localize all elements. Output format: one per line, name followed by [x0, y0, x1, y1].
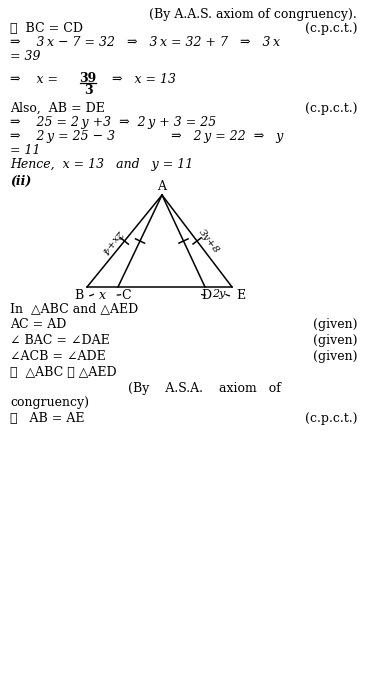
Text: 39: 39	[79, 72, 97, 85]
Text: ∴   AB = AE: ∴ AB = AE	[10, 412, 84, 425]
Text: (c.p.c.t.): (c.p.c.t.)	[305, 102, 357, 115]
Text: 2y: 2y	[212, 289, 226, 299]
Text: D: D	[201, 289, 211, 302]
Text: ∠ACB = ∠ADE: ∠ACB = ∠ADE	[10, 350, 106, 363]
Text: (c.p.c.t.): (c.p.c.t.)	[305, 22, 357, 35]
Text: ⇒    x =: ⇒ x =	[10, 73, 58, 86]
Text: ∴  BC = CD: ∴ BC = CD	[10, 22, 83, 35]
Text: ⇒    2 y = 25 − 3              ⇒   2 y = 22  ⇒   y: ⇒ 2 y = 25 − 3 ⇒ 2 y = 22 ⇒ y	[10, 130, 283, 143]
Text: Hence,  x = 13   and   y = 11: Hence, x = 13 and y = 11	[10, 158, 193, 171]
Text: ∠ BAC = ∠DAE: ∠ BAC = ∠DAE	[10, 334, 110, 347]
Text: (By A.A.S. axiom of congruency).: (By A.A.S. axiom of congruency).	[149, 8, 357, 21]
Text: In  △ABC and △AED: In △ABC and △AED	[10, 302, 138, 315]
Text: x: x	[98, 289, 105, 302]
Text: B: B	[75, 289, 84, 302]
Text: ∴  △ABC ≅ △AED: ∴ △ABC ≅ △AED	[10, 366, 117, 379]
Text: 2x+4: 2x+4	[100, 227, 125, 255]
Text: (given): (given)	[312, 350, 357, 363]
Text: 3y+8: 3y+8	[197, 227, 221, 255]
Text: ⇒    25 = 2 y +3  ⇒  2 y + 3 = 25: ⇒ 25 = 2 y +3 ⇒ 2 y + 3 = 25	[10, 116, 216, 129]
Text: C: C	[121, 289, 131, 302]
Text: (given): (given)	[312, 334, 357, 347]
Text: ⇒    3 x − 7 = 32   ⇒   3 x = 32 + 7   ⇒   3 x: ⇒ 3 x − 7 = 32 ⇒ 3 x = 32 + 7 ⇒ 3 x	[10, 36, 280, 49]
Text: = 11: = 11	[10, 144, 40, 157]
Text: 3: 3	[84, 84, 92, 97]
Text: A: A	[157, 180, 167, 193]
Text: (given): (given)	[312, 318, 357, 331]
Text: (ii): (ii)	[10, 175, 31, 188]
Text: ⇒   x = 13: ⇒ x = 13	[112, 73, 176, 86]
Text: (By    A.S.A.    axiom   of: (By A.S.A. axiom of	[128, 382, 281, 395]
Text: AC = AD: AC = AD	[10, 318, 66, 331]
Text: Also,  AB = DE: Also, AB = DE	[10, 102, 105, 115]
Text: = 39: = 39	[10, 50, 40, 63]
Text: E: E	[236, 289, 246, 302]
Text: (c.p.c.t.): (c.p.c.t.)	[305, 412, 357, 425]
Text: congruency): congruency)	[10, 396, 89, 409]
